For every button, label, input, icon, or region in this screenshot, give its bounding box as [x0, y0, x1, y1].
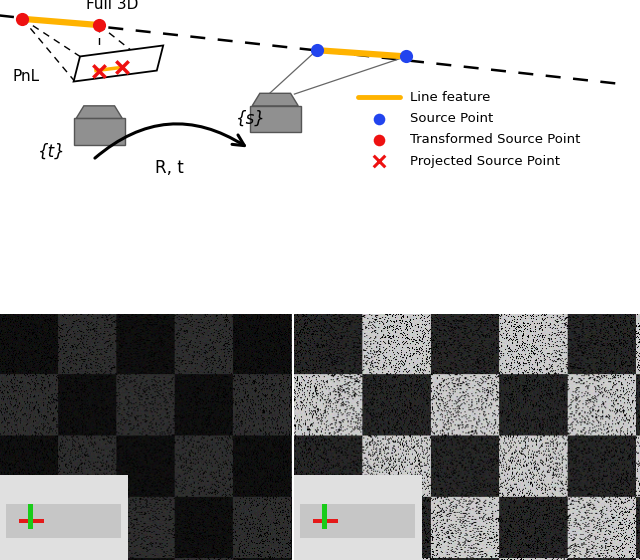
Text: Full 3D: Full 3D — [86, 0, 138, 12]
Text: R, t: R, t — [156, 159, 184, 177]
Text: {s}: {s} — [236, 110, 266, 128]
Text: Source Point: Source Point — [410, 112, 493, 125]
Point — [94, 21, 104, 30]
Polygon shape — [74, 45, 163, 82]
Polygon shape — [76, 106, 122, 118]
Point — [374, 157, 384, 166]
Text: Transformed Source Point: Transformed Source Point — [410, 133, 580, 146]
Text: PnL: PnL — [13, 69, 40, 85]
FancyArrowPatch shape — [95, 124, 244, 158]
Point — [374, 136, 384, 144]
Text: Line feature: Line feature — [410, 91, 490, 104]
Point — [17, 15, 28, 24]
Text: {t}: {t} — [38, 143, 66, 161]
Bar — [250, 106, 301, 133]
Text: Projected Source Point: Projected Source Point — [410, 155, 559, 167]
Point — [116, 63, 127, 72]
Point — [401, 52, 412, 61]
Point — [94, 66, 104, 75]
Bar — [74, 118, 125, 145]
Point — [312, 46, 322, 55]
Point — [374, 114, 384, 123]
Polygon shape — [252, 94, 298, 106]
